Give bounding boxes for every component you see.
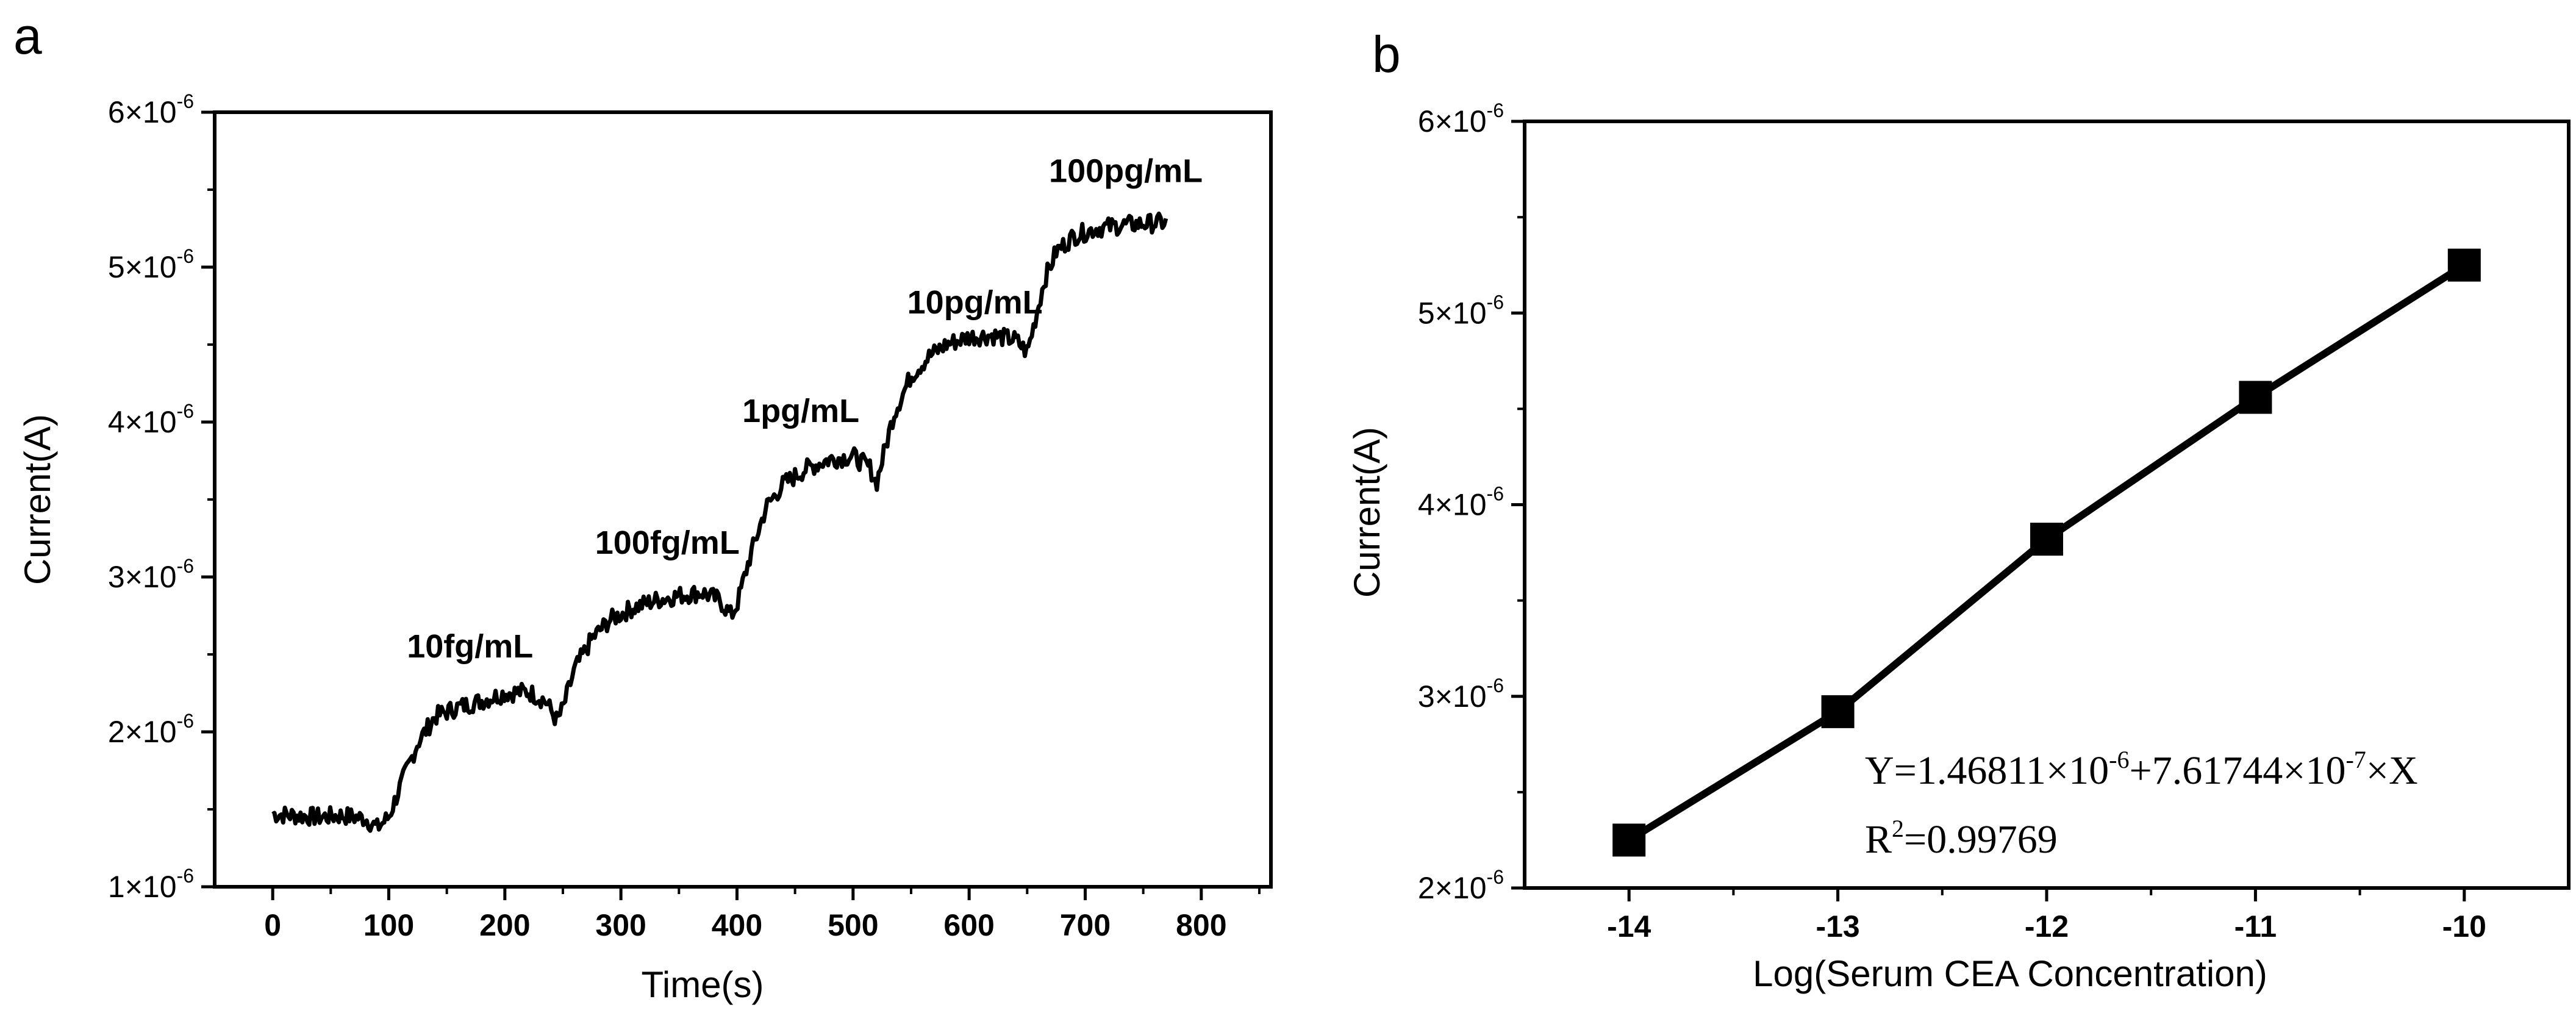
r2-value: =0.99769 [1904, 817, 2058, 862]
y-tick-mantissa: 6 [108, 95, 125, 129]
y-tick-base: ×10 [1435, 296, 1487, 330]
y-tick-base: ×10 [1435, 679, 1487, 714]
y-tick-mantissa: 1 [108, 870, 125, 904]
y-tick-mantissa: 2 [108, 715, 125, 749]
panel-a-ticks: 0 100 200 300 400 500 600 700 8001×10-62×10-63×1… [108, 90, 1261, 942]
concentration-label: 1pg/mL [742, 393, 859, 429]
concentration-label: 100fg/mL [595, 525, 740, 561]
panel-a-xlabel: Time(s) [641, 964, 764, 1005]
y-tick-exp: -6 [177, 555, 194, 577]
y-tick-exp: -6 [177, 245, 194, 267]
data-point-marker [2447, 248, 2481, 282]
r2-exp: 2 [1892, 815, 1904, 842]
y-tick-base: ×10 [1435, 871, 1487, 905]
concentration-label: 10fg/mL [407, 628, 533, 665]
r2-prefix: R [1865, 817, 1892, 862]
y-tick-exp: -6 [1487, 291, 1504, 313]
x-tick-label: 100 [363, 908, 414, 942]
y-tick-base: ×10 [125, 870, 177, 904]
panel-b-ylabel: Current(A) [1347, 427, 1387, 598]
data-point-marker [2239, 381, 2272, 414]
regression-equation: Y=1.46811×10-6+7.61744×10-7×X [1865, 746, 2418, 793]
y-tick-label: 5×10-6 [108, 245, 194, 284]
eq-part1: Y=1.46811×10 [1865, 748, 2109, 793]
y-tick-label: 3×10-6 [1418, 675, 1504, 714]
eq-exp1: -6 [2109, 746, 2129, 773]
y-tick-mantissa: 5 [108, 250, 125, 284]
data-point-marker [1612, 823, 1646, 857]
data-point-marker [1821, 695, 1855, 728]
x-tick-label: 400 [712, 908, 762, 942]
panel-b: b -14 -13 -12 -11 -102×10-63×10-64×10-65×10-… [1347, 26, 2571, 994]
y-tick-label: 6×10-6 [108, 90, 194, 129]
y-tick-exp: -6 [177, 710, 194, 732]
y-tick-mantissa: 4 [108, 405, 125, 439]
y-tick-mantissa: 4 [1418, 488, 1435, 522]
y-tick-mantissa: 3 [1418, 679, 1435, 714]
y-tick-exp: -6 [1487, 866, 1504, 888]
r-squared: R2=0.99769 [1865, 815, 2058, 862]
x-tick-label: -14 [1607, 909, 1651, 943]
x-tick-label: 300 [595, 908, 646, 942]
y-tick-label: 4×10-6 [108, 400, 194, 439]
y-tick-base: ×10 [1435, 488, 1487, 522]
y-tick-base: ×10 [125, 405, 177, 439]
data-point-marker [2030, 523, 2063, 556]
concentration-label: 100pg/mL [1049, 152, 1203, 189]
y-tick-label: 2×10-6 [108, 710, 194, 749]
y-tick-exp: -6 [177, 90, 194, 112]
x-tick-label: 700 [1060, 908, 1111, 942]
panel-a-current-trace [271, 211, 1168, 833]
y-tick-base: ×10 [125, 715, 177, 749]
y-tick-label: 4×10-6 [1418, 483, 1504, 522]
x-tick-label: 600 [943, 908, 994, 942]
eq-part2: +7.61744×10 [2130, 748, 2346, 793]
y-tick-exp: -6 [1487, 99, 1504, 121]
panel-b-ticks: -14 -13 -12 -11 -102×10-63×10-64×10-65×10-66… [1418, 99, 2486, 943]
x-tick-label: 0 [264, 908, 281, 942]
panel-b-frame [1523, 120, 2571, 890]
y-tick-base: ×10 [125, 95, 177, 129]
y-tick-base: ×10 [1435, 104, 1487, 138]
concentration-label: 10pg/mL [907, 284, 1043, 321]
y-tick-exp: -6 [177, 400, 194, 422]
y-tick-base: ×10 [125, 250, 177, 284]
x-tick-label: -13 [1816, 909, 1859, 943]
panel-a-ylabel: Current(A) [17, 414, 58, 585]
y-tick-mantissa: 3 [108, 560, 125, 594]
x-tick-label: 200 [479, 908, 530, 942]
y-tick-exp: -6 [1487, 675, 1504, 696]
y-tick-label: 3×10-6 [108, 555, 194, 594]
y-tick-exp: -6 [1487, 483, 1504, 505]
panel-b-xlabel: Log(Serum CEA Concentration) [1753, 953, 2267, 994]
y-tick-label: 2×10-6 [1418, 866, 1504, 905]
y-tick-exp: -6 [177, 865, 194, 887]
y-tick-mantissa: 6 [1418, 104, 1435, 138]
panel-a-frame [213, 110, 1273, 889]
panel-label-b: b [1372, 26, 1401, 83]
x-tick-label: -12 [2025, 909, 2069, 943]
y-tick-label: 6×10-6 [1418, 99, 1504, 138]
y-tick-label: 1×10-6 [108, 865, 194, 904]
panel-a: a 0 100 200 300 400 500 600 700 8001×10-62×10-63… [13, 7, 1273, 1005]
x-tick-label: 500 [828, 908, 878, 942]
y-tick-base: ×10 [125, 560, 177, 594]
x-tick-label: 800 [1176, 908, 1226, 942]
panel-label-a: a [13, 7, 42, 65]
eq-exp2: -7 [2345, 746, 2366, 773]
x-tick-label: -10 [2442, 909, 2486, 943]
panel-b-markers [1612, 248, 2481, 857]
y-tick-mantissa: 5 [1418, 296, 1435, 330]
panel-a-annotations: 10fg/mL 100fg/mL 1pg/mL 10pg/mL 100pg/mL [407, 152, 1203, 665]
x-tick-label: -11 [2234, 909, 2277, 943]
eq-part3: ×X [2366, 748, 2418, 793]
y-tick-label: 5×10-6 [1418, 291, 1504, 330]
y-tick-mantissa: 2 [1418, 871, 1435, 905]
